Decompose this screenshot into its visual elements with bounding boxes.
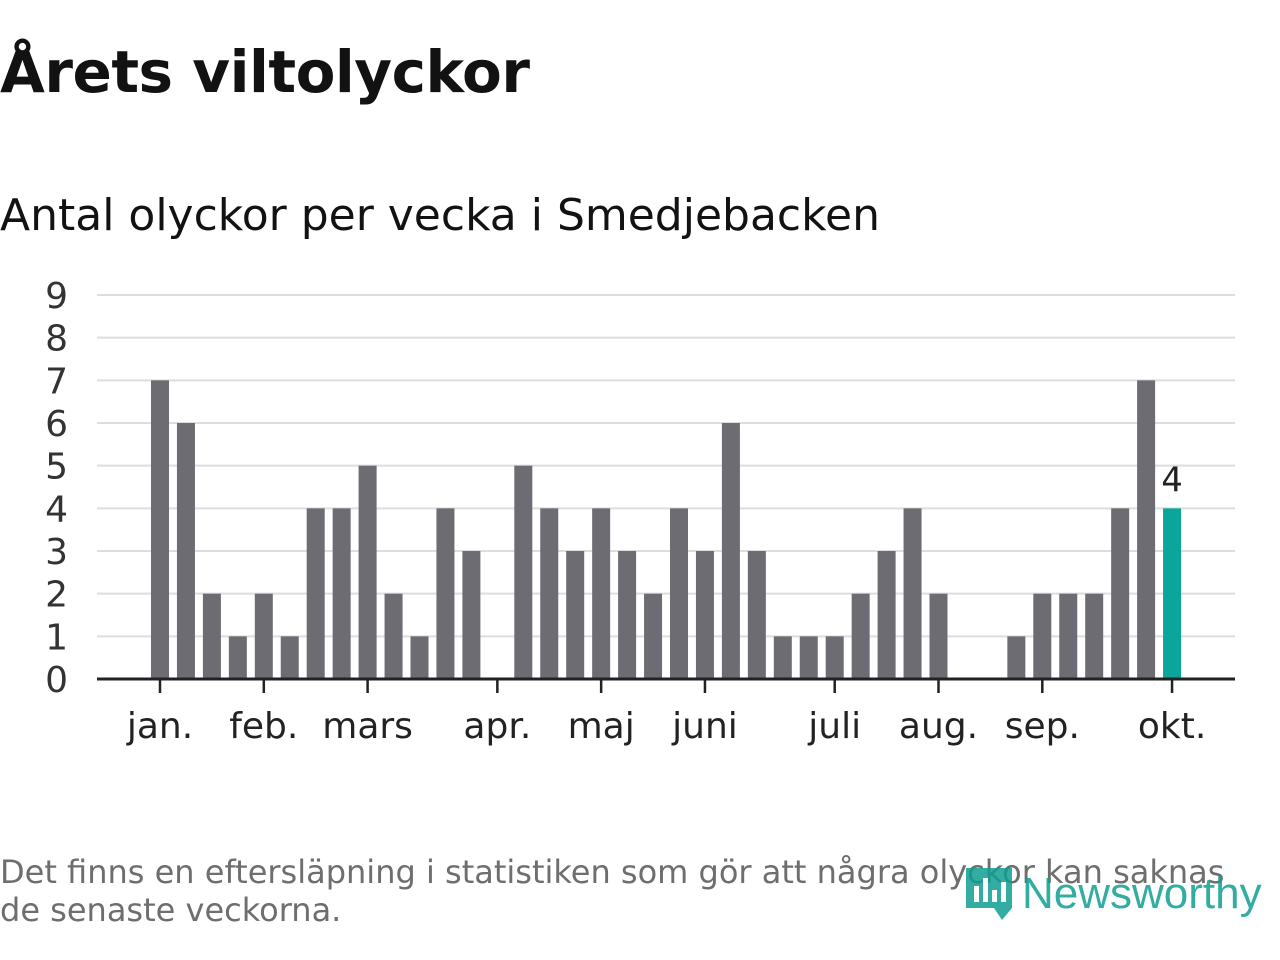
bar	[1007, 636, 1026, 679]
month-label: okt.	[1138, 706, 1206, 747]
chart-subtitle: Antal olyckor per vecka i Smedjebacken	[0, 190, 880, 241]
y-tick-label: 6	[45, 404, 68, 445]
bar	[799, 636, 818, 679]
month-label: maj	[568, 706, 635, 747]
month-label: juli	[807, 706, 861, 747]
bar	[228, 636, 247, 679]
x-axis	[97, 677, 1235, 693]
bar	[929, 593, 948, 679]
bar	[877, 551, 896, 679]
bar	[202, 593, 221, 679]
bar	[410, 636, 429, 679]
month-label: sep.	[1005, 706, 1080, 747]
bar	[540, 508, 559, 679]
newsworthy-logo-icon	[966, 868, 1012, 920]
month-label: apr.	[463, 706, 531, 747]
bar	[332, 508, 351, 679]
month-label: jan.	[126, 706, 193, 747]
bar	[1059, 593, 1078, 679]
y-tick-label: 3	[45, 532, 68, 573]
bar	[462, 551, 481, 679]
bar	[695, 551, 714, 679]
month-label: feb.	[229, 706, 298, 747]
bar	[306, 508, 325, 679]
bar	[436, 508, 455, 679]
y-tick-label: 5	[45, 447, 68, 488]
bar	[903, 508, 922, 679]
labels: jan. feb. mars apr. maj juni juli aug. sep. okt. 4	[126, 460, 1206, 747]
brand-name: Newsworthy	[1022, 869, 1262, 918]
bar	[721, 423, 740, 679]
y-tick-label: 4	[45, 489, 68, 530]
bar	[384, 593, 403, 679]
y-tick-label: 0	[45, 660, 68, 701]
bar	[825, 636, 844, 679]
bar	[1137, 380, 1156, 679]
month-label: aug.	[899, 706, 978, 747]
bar	[1033, 593, 1052, 679]
bar	[151, 380, 169, 679]
bar	[358, 465, 377, 679]
bar-highlight	[1163, 508, 1182, 679]
bar	[618, 551, 637, 679]
bar	[1085, 593, 1104, 679]
y-tick-label: 9	[45, 276, 68, 317]
y-tick-label: 1	[45, 617, 68, 658]
bar	[1111, 508, 1130, 679]
highlight-value-label: 4	[1161, 460, 1183, 500]
bar	[592, 508, 611, 679]
bar	[670, 508, 688, 679]
bar	[566, 551, 585, 679]
bars	[151, 380, 1182, 679]
bar	[747, 551, 766, 679]
bar	[851, 593, 870, 679]
y-tick-label: 7	[45, 361, 68, 402]
bar	[280, 636, 299, 679]
bar	[514, 465, 533, 679]
y-tick-label: 2	[45, 575, 68, 616]
month-label: juni	[671, 706, 738, 747]
chart-title: Årets viltolyckor	[0, 38, 530, 106]
gridlines	[97, 294, 1235, 638]
bar	[176, 423, 195, 679]
bar	[773, 636, 792, 679]
brand-logo: Newsworthy	[964, 862, 1262, 926]
month-label: mars	[322, 706, 413, 747]
bar	[644, 593, 663, 679]
bar	[254, 593, 273, 679]
y-tick-label: 8	[45, 319, 68, 360]
footnote: Det finns en eftersläpning i statistiken…	[0, 853, 1225, 929]
